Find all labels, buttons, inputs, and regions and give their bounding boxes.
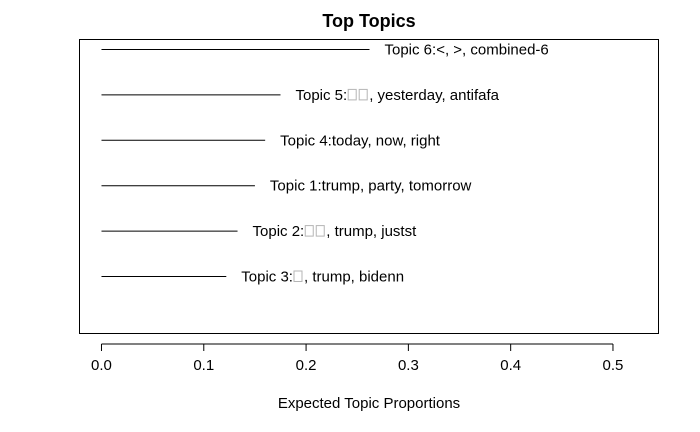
missing-glyph-icon	[293, 270, 303, 282]
bar-label-prefix: Topic 5:	[296, 87, 348, 104]
x-tick-label: 0.3	[398, 357, 419, 374]
bar-label: Topic 3: , trump, bidenn	[241, 269, 404, 286]
x-tick-label: 0.1	[193, 357, 214, 374]
x-tick-label: 0.5	[603, 357, 624, 374]
missing-glyph-icon	[304, 225, 314, 237]
bar-group: Topic 6: <, >, combined-6 Topic 5: , yest…	[101, 42, 549, 286]
missing-glyph-icon	[347, 88, 357, 101]
x-tick-label: 0.2	[296, 357, 317, 374]
bar-label-prefix: Topic 3:	[241, 269, 293, 286]
bar-label-text: today, now, right	[332, 132, 441, 149]
missing-glyph-icon	[358, 88, 368, 101]
bar-label-text: , trump, bidenn	[304, 269, 404, 286]
bar-label-text: , yesterday, antifafa	[369, 87, 499, 104]
bar-label: Topic 2: , trump, justst	[253, 223, 418, 240]
chart-title: Top Topics	[322, 11, 415, 31]
bar-label-text: , trump, justst	[326, 223, 417, 240]
bar-label-prefix: Topic 4:	[280, 132, 332, 149]
bar-label-prefix: Topic 1:	[270, 178, 322, 195]
bar-label: Topic 4: today, now, right	[280, 132, 441, 149]
bar-label: Topic 1: trump, party, tomorrow	[270, 178, 472, 195]
x-tick-label: 0.0	[91, 357, 112, 374]
bar-label-prefix: Topic 6:	[385, 42, 437, 59]
bar-label: Topic 6: <, >, combined-6	[385, 42, 549, 59]
bar-label-prefix: Topic 2:	[253, 223, 305, 240]
x-axis-label: Expected Topic Proportions	[278, 395, 460, 412]
bar-label-text: <, >, combined-6	[436, 42, 549, 59]
x-axis: 0.0 0.1 0.2 0.3 0.4 0.5	[91, 343, 624, 374]
bar-label: Topic 5: , yesterday, antifafa	[296, 87, 500, 104]
missing-glyph-icon	[315, 225, 325, 237]
bar-label-text: trump, party, tomorrow	[322, 178, 472, 195]
plot-frame	[79, 39, 659, 334]
x-tick-label: 0.4	[500, 357, 521, 374]
